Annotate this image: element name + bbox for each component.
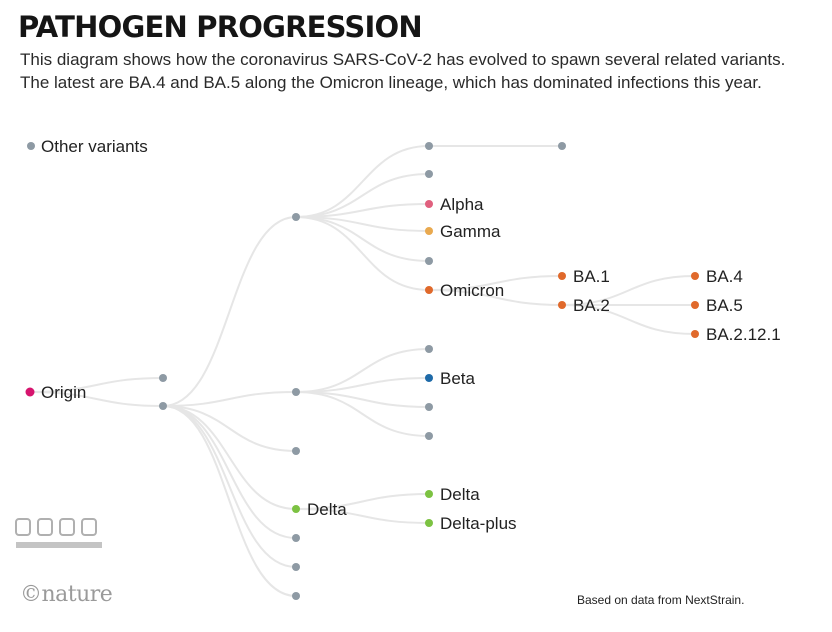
node-label-beta: Beta xyxy=(440,369,476,388)
tree-link xyxy=(428,275,563,291)
node-a3 xyxy=(292,447,300,455)
tree-link xyxy=(162,405,297,597)
tree-link xyxy=(162,405,297,539)
node-ba4 xyxy=(691,272,699,280)
node-label-ba2121: BA.2.12.1 xyxy=(706,325,781,344)
tree-link xyxy=(561,304,696,335)
tree-link xyxy=(295,508,430,524)
node-ba2 xyxy=(558,301,566,309)
node-label-ba1: BA.1 xyxy=(573,267,610,286)
node-label-deltaplus: Delta-plus xyxy=(440,514,517,533)
tree-link xyxy=(162,405,297,510)
tree-link xyxy=(295,493,430,510)
node-c1 xyxy=(425,345,433,353)
legend-label: Other variants xyxy=(41,137,148,156)
node-a1 xyxy=(292,213,300,221)
node-a6 xyxy=(292,563,300,571)
node-n1 xyxy=(159,374,167,382)
tree-link xyxy=(295,203,430,218)
tree-link xyxy=(162,391,297,407)
node-alpha xyxy=(425,200,433,208)
node-label-origin: Origin xyxy=(41,383,86,402)
node-label-ba5: BA.5 xyxy=(706,296,743,315)
tree-link xyxy=(295,348,430,393)
node-delta2 xyxy=(425,490,433,498)
legend: Other variants xyxy=(27,137,148,156)
tree-link xyxy=(29,377,164,393)
diagram-subtitle: This diagram shows how the coronavirus S… xyxy=(20,50,786,92)
tree-link xyxy=(162,405,297,452)
node-beta xyxy=(425,374,433,382)
tree-link xyxy=(29,391,164,407)
tree-link xyxy=(162,405,297,568)
node-deltaplus xyxy=(425,519,433,527)
node-label-gamma: Gamma xyxy=(440,222,501,241)
tree-nodes: Origin Delta Alpha Gamma Omicron BA.1 BA.2 BA.4… xyxy=(25,142,781,600)
node-n2 xyxy=(159,402,167,410)
node-gamma xyxy=(425,227,433,235)
node-b1end xyxy=(558,142,566,150)
diagram-title: PATHOGEN PROGRESSION xyxy=(18,10,423,44)
tree-link xyxy=(162,216,297,407)
node-label-omicron: Omicron xyxy=(440,281,504,300)
node-ba2121 xyxy=(691,330,699,338)
legend-dot xyxy=(27,142,35,150)
tree-links xyxy=(29,144,696,597)
node-a7 xyxy=(292,592,300,600)
tree-link xyxy=(295,145,430,218)
node-origin xyxy=(25,387,35,397)
node-c3 xyxy=(425,403,433,411)
tree-link xyxy=(295,216,430,291)
node-a5 xyxy=(292,534,300,542)
node-label-ba4: BA.4 xyxy=(706,267,743,286)
node-label-delta2: Delta xyxy=(440,485,480,504)
node-b5 xyxy=(425,257,433,265)
node-label-a4: Delta xyxy=(307,500,347,519)
node-b2 xyxy=(425,170,433,178)
source-note: Based on data from NextStrain. xyxy=(577,593,745,607)
tree-link xyxy=(295,391,430,437)
node-ba1 xyxy=(558,272,566,280)
watermark-logo xyxy=(15,518,102,548)
node-ba5 xyxy=(691,301,699,309)
nature-logo: ©nature xyxy=(20,582,113,607)
node-b1 xyxy=(425,142,433,150)
tree-link xyxy=(295,173,430,218)
tree-link xyxy=(428,289,563,306)
node-a4 xyxy=(292,505,300,513)
node-a2 xyxy=(292,388,300,396)
node-label-ba2: BA.2 xyxy=(573,296,610,315)
tree-link xyxy=(295,377,430,393)
node-c4 xyxy=(425,432,433,440)
node-label-alpha: Alpha xyxy=(440,195,484,214)
tree-link xyxy=(295,216,430,232)
tree-link xyxy=(561,275,696,306)
node-omicron xyxy=(425,286,433,294)
